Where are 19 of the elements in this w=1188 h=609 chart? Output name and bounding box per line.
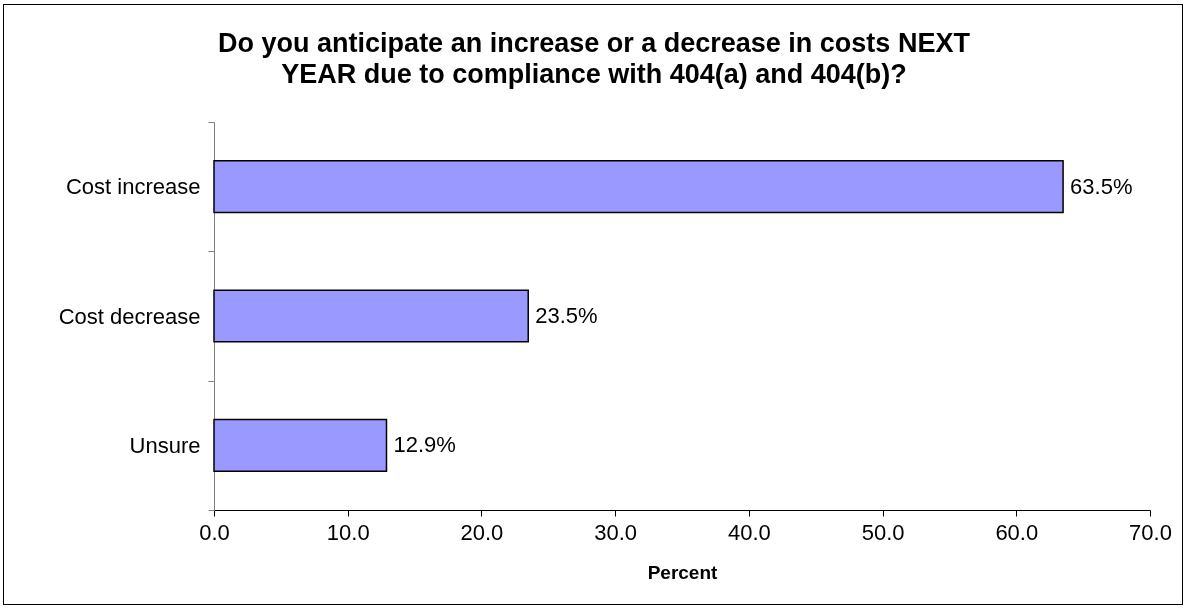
x-tick-label: 30.0 — [594, 519, 638, 545]
x-axis-title: Percent — [647, 561, 719, 583]
x-tick-label: 70.0 — [1129, 519, 1172, 545]
y-tick-label: Cost increase — [65, 174, 201, 200]
x-tick-label: 20.0 — [460, 519, 504, 545]
data-label: 23.5% — [535, 303, 598, 328]
bar — [213, 418, 388, 472]
y-tick-label: Unsure — [129, 432, 201, 458]
x-tick-label: 0.0 — [199, 519, 230, 545]
x-tick-label: 10.0 — [326, 519, 370, 545]
data-label: 63.5% — [1070, 173, 1133, 199]
x-tick-label: 60.0 — [995, 519, 1039, 545]
bar — [213, 289, 529, 343]
chart-title: Do you anticipate an increase or a decrease in costs NEXT YEAR due to compliance with 404(a) and 404(b)? — [218, 28, 971, 89]
bar — [213, 160, 1064, 214]
data-label: 12.9% — [393, 432, 456, 458]
x-tick-label: 40.0 — [727, 519, 771, 545]
x-tick-label: 50.0 — [861, 519, 905, 545]
y-tick-label: Cost decrease — [58, 303, 201, 329]
